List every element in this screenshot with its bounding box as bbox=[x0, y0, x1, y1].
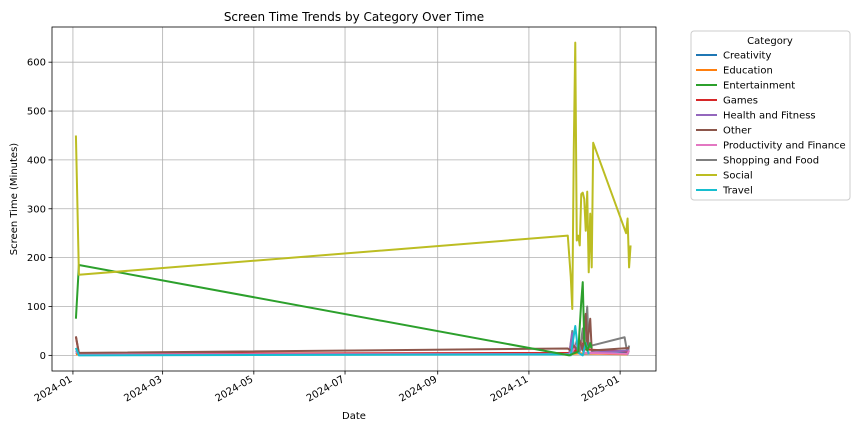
legend-item-games: Games bbox=[696, 96, 758, 107]
chart-title: Screen Time Trends by Category Over Time bbox=[224, 10, 484, 24]
x-axis-label: Date bbox=[342, 411, 366, 422]
plot-frame bbox=[51, 26, 657, 372]
legend-label: Other bbox=[723, 126, 752, 137]
series-layer bbox=[74, 41, 632, 357]
legend-item-travel: Travel bbox=[696, 186, 753, 197]
legend-items: Creativity Education Entertainment Games Hea… bbox=[696, 51, 846, 197]
y-tick-label: 400 bbox=[27, 155, 46, 166]
legend-item-productivity-and-finance: Productivity and Finance bbox=[696, 141, 846, 152]
legend-label: Social bbox=[723, 171, 753, 182]
legend-title: Category bbox=[747, 36, 793, 47]
legend: Category Creativity Education Entertainmen… bbox=[690, 30, 851, 201]
y-tick-label: 500 bbox=[27, 107, 46, 118]
legend-item-entertainment: Entertainment bbox=[696, 81, 795, 92]
y-axis-label: Screen Time (Minutes) bbox=[9, 143, 20, 255]
series-line-entertainment bbox=[74, 263, 593, 357]
y-tick-label: 100 bbox=[27, 302, 46, 313]
plot-background bbox=[52, 27, 656, 371]
y-tick-label: 200 bbox=[27, 253, 46, 264]
legend-label: Entertainment bbox=[723, 81, 795, 92]
legend-label: Education bbox=[723, 66, 773, 77]
legend-box bbox=[690, 30, 851, 201]
series-line-social bbox=[74, 41, 632, 310]
legend-item-other: Other bbox=[696, 126, 752, 137]
legend-label: Productivity and Finance bbox=[723, 141, 846, 152]
legend-item-creativity: Creativity bbox=[696, 51, 771, 62]
legend-item-health-and-fitness: Health and Fitness bbox=[696, 111, 816, 122]
legend-label: Creativity bbox=[723, 51, 771, 62]
y-tick-label: 600 bbox=[27, 58, 46, 69]
legend-item-social: Social bbox=[696, 171, 753, 182]
legend-label: Shopping and Food bbox=[723, 156, 819, 167]
y-axis-ticks: 0 100 200 300 400 500 600 bbox=[27, 58, 52, 362]
legend-item-education: Education bbox=[696, 66, 773, 77]
legend-label: Health and Fitness bbox=[723, 111, 816, 122]
series-line-travel bbox=[74, 325, 590, 357]
plot-area: 2024-01 2024-03 2024-05 2024-07 2024-09 2024-… bbox=[27, 26, 657, 404]
legend-label: Games bbox=[723, 96, 758, 107]
legend-item-shopping-and-food: Shopping and Food bbox=[696, 156, 819, 167]
legend-label: Travel bbox=[722, 186, 753, 197]
y-tick-label: 0 bbox=[40, 351, 46, 362]
y-tick-label: 300 bbox=[27, 204, 46, 215]
